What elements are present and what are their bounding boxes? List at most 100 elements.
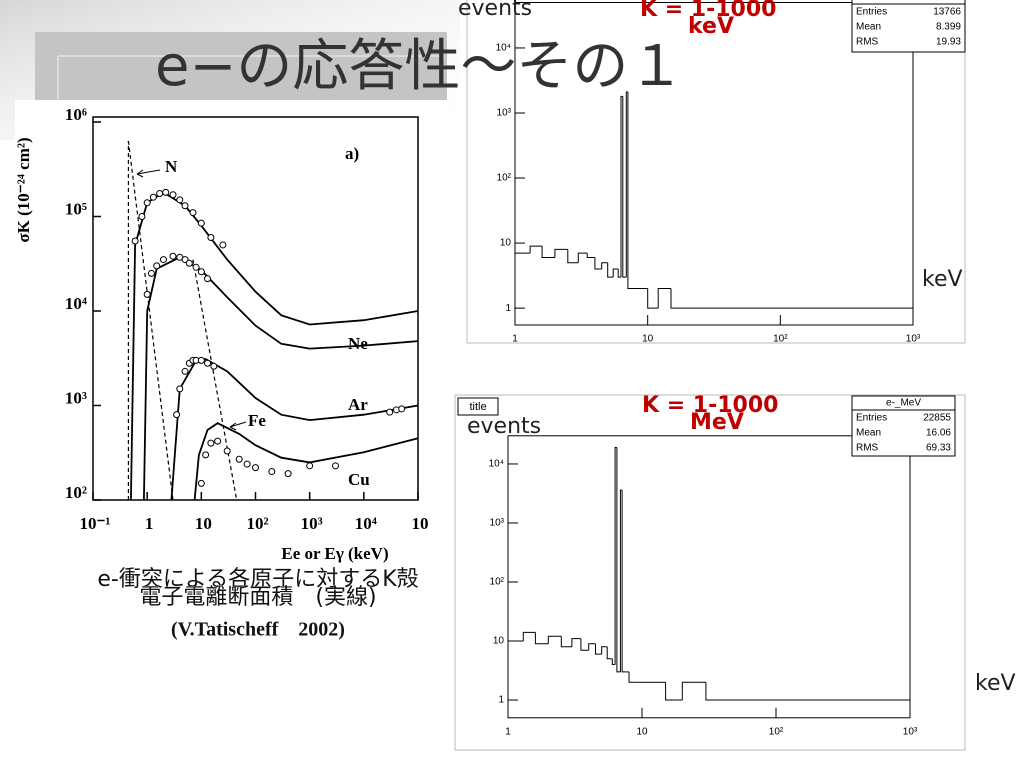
histogram-bin <box>580 638 589 651</box>
data-point <box>197 268 205 276</box>
histogram-bin <box>627 92 632 289</box>
histogram-bin <box>614 447 617 665</box>
dashed-curve <box>127 140 174 501</box>
label-arrow <box>136 169 161 178</box>
y-tick-label: 10⁴ <box>496 43 511 54</box>
histogram-bin <box>547 635 562 644</box>
histogram-bin <box>621 490 626 673</box>
histogram-bin <box>607 262 614 278</box>
histogram-bin <box>657 288 671 309</box>
histogram-bin <box>601 262 608 269</box>
histogram-bin <box>554 248 568 258</box>
y-axis-label: events <box>467 414 541 439</box>
histogram-bin <box>625 91 628 278</box>
histogram-bin <box>595 643 602 655</box>
histogram-bin <box>541 246 555 258</box>
stats-value: 22855 <box>923 413 951 424</box>
y-axis-label: events <box>458 0 532 21</box>
histogram-bin <box>612 268 619 278</box>
stats-value: 16.06 <box>926 428 951 439</box>
histogram-bin <box>665 682 683 701</box>
title-bar <box>35 32 447 100</box>
data-point <box>197 356 205 364</box>
x-tick-label: 10⁴ <box>355 514 377 533</box>
cross-section-curve <box>130 191 419 501</box>
histogram-bin <box>522 631 536 641</box>
x-tick-label: 10 <box>195 514 212 533</box>
histogram-bin <box>705 682 736 701</box>
data-point <box>162 188 170 196</box>
y-tick-label: 1 <box>498 695 504 706</box>
y-tick-label: 10 <box>493 636 505 647</box>
histogram-bin <box>601 646 608 655</box>
histogram-bin <box>616 447 621 673</box>
y-tick-label: 10³ <box>497 108 512 119</box>
y-axis-label: σK (10⁻²⁴ cm²) <box>14 137 33 242</box>
histogram-bin <box>622 96 627 278</box>
data-point <box>192 263 200 271</box>
stats-box <box>851 395 956 457</box>
x-tick-label: 1 <box>505 726 511 737</box>
x-tick-label: 1 <box>145 514 154 533</box>
x-tick-label: 10⁻¹ <box>79 514 110 533</box>
cross-section-curve <box>143 256 419 501</box>
data-point <box>185 259 193 267</box>
stats-value: 19.93 <box>936 37 961 48</box>
histogram-bin <box>514 252 531 325</box>
stats-label: RMS <box>856 37 879 48</box>
histogram-bin <box>670 288 688 309</box>
x-tick-label: 10 <box>412 514 429 533</box>
x-axis-label: keV <box>922 267 963 292</box>
label-box <box>457 397 499 416</box>
annotation: Fe <box>248 411 266 430</box>
histogram-bin <box>620 95 623 278</box>
histogram-bin <box>586 253 595 258</box>
histogram-bin <box>681 681 706 700</box>
data-point <box>197 219 205 227</box>
data-point <box>214 437 222 445</box>
stats-label: RMS <box>856 443 879 454</box>
histogram-frame <box>466 0 966 344</box>
series-label: Cu <box>348 470 370 489</box>
x-axis-label: Ee or Eγ (keV) <box>281 544 388 563</box>
histogram-bin <box>594 257 602 270</box>
data-point <box>386 408 394 416</box>
x-tick-label: 10³ <box>301 514 323 533</box>
data-point <box>252 464 259 472</box>
histogram-bin <box>529 245 543 254</box>
y-tick-label: 10² <box>497 173 512 184</box>
data-point <box>143 290 151 298</box>
data-point <box>176 196 184 204</box>
label-arrow <box>229 421 247 431</box>
data-point <box>138 213 146 220</box>
y-tick-label: 10⁴ <box>65 294 87 313</box>
data-point <box>268 468 276 476</box>
x-tick-label: 10² <box>769 726 784 737</box>
data-point <box>197 479 205 487</box>
annotation: a) <box>345 144 359 163</box>
data-point <box>189 209 197 217</box>
data-point <box>306 462 314 470</box>
plot-frame <box>507 435 911 719</box>
data-point <box>204 275 212 283</box>
data-point <box>147 269 155 277</box>
data-point <box>235 455 243 463</box>
histogram-bin <box>611 658 616 665</box>
y-tick-label: 10⁵ <box>65 199 87 218</box>
x-tick-label: 10² <box>773 334 788 345</box>
data-point <box>143 199 151 207</box>
data-point <box>284 470 292 478</box>
data-point <box>204 359 212 367</box>
x-tick-label: 10³ <box>906 334 921 345</box>
histogram-unit: MeV <box>690 410 744 435</box>
stats-label: Mean <box>856 428 881 439</box>
histogram-bin <box>588 643 596 651</box>
data-point <box>219 241 227 249</box>
data-point <box>153 262 161 270</box>
x-tick-label: 1 <box>512 334 518 345</box>
y-tick-label: 10⁶ <box>65 105 87 124</box>
series-label: Ar <box>348 395 368 414</box>
data-point <box>176 385 184 393</box>
histogram-unit: keV <box>688 14 734 39</box>
x-tick-label: 10 <box>636 726 648 737</box>
